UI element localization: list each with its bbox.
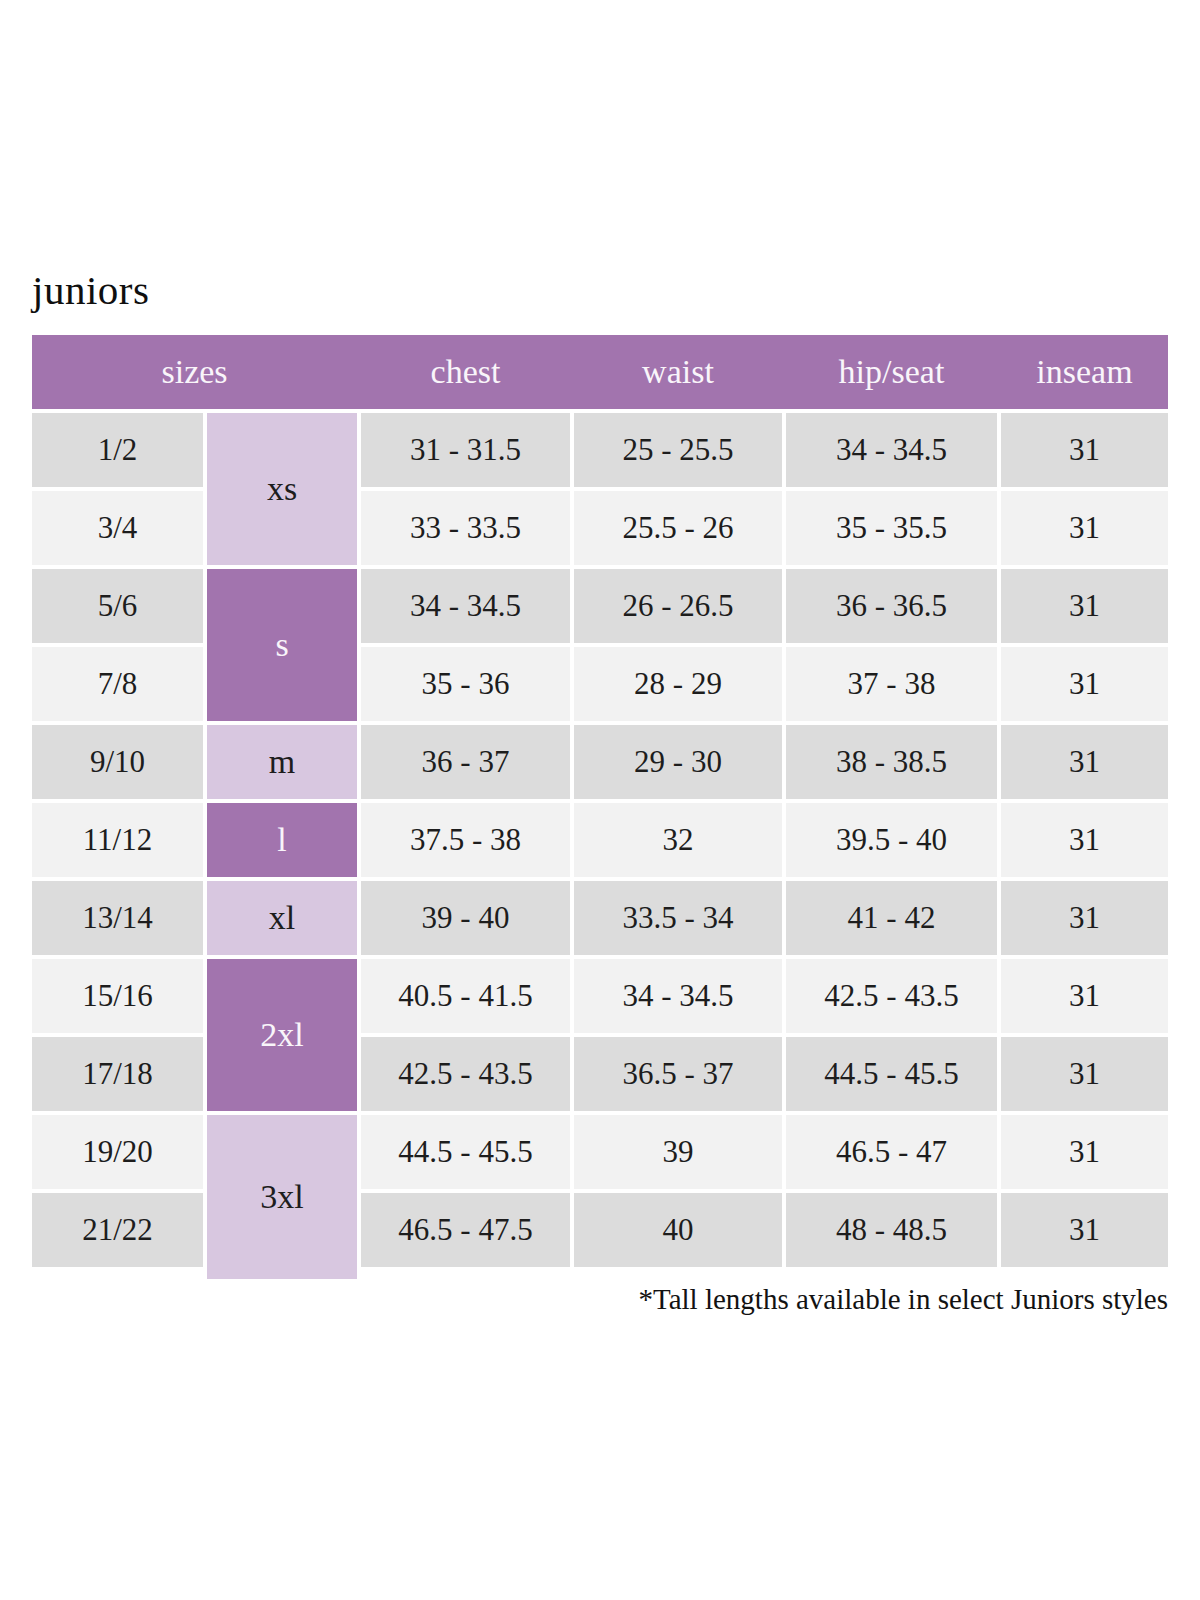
measurement-cell-waist: 29 - 30 (574, 725, 782, 799)
measurement-cell-chest: 42.5 - 43.5 (361, 1037, 570, 1111)
measurement-cell-inseam: 31 (1001, 725, 1168, 799)
measurement-cell-inseam: 31 (1001, 1115, 1168, 1189)
size-group-cell: s (207, 569, 357, 721)
measurement-cell-waist: 36.5 - 37 (574, 1037, 782, 1111)
column-header: sizes (32, 335, 357, 409)
measurement-cell-chest: 46.5 - 47.5 (361, 1193, 570, 1267)
table-header-row: sizeschestwaisthip/seatinseam (32, 335, 1168, 409)
measurement-cell-hip-seat: 34 - 34.5 (786, 413, 997, 487)
measurement-cell-hip-seat: 35 - 35.5 (786, 491, 997, 565)
measurement-cell-chest: 37.5 - 38 (361, 803, 570, 877)
measurement-cell-chest: 35 - 36 (361, 647, 570, 721)
measurement-cell-waist: 33.5 - 34 (574, 881, 782, 955)
measurement-cell-waist: 28 - 29 (574, 647, 782, 721)
tall-lengths-footnote: *Tall lengths available in select Junior… (638, 1283, 1168, 1316)
measurement-cell-inseam: 31 (1001, 647, 1168, 721)
measurement-cell-hip-seat: 36 - 36.5 (786, 569, 997, 643)
measurement-cell-hip-seat: 42.5 - 43.5 (786, 959, 997, 1033)
measurement-cell-hip-seat: 39.5 - 40 (786, 803, 997, 877)
measurement-cell-waist: 40 (574, 1193, 782, 1267)
column-header: waist (574, 335, 782, 409)
measurement-cell-chest: 39 - 40 (361, 881, 570, 955)
measurement-cell-inseam: 31 (1001, 491, 1168, 565)
column-header: chest (361, 335, 570, 409)
measurement-cell-waist: 34 - 34.5 (574, 959, 782, 1033)
size-cell: 19/20 (32, 1115, 203, 1189)
measurement-cell-hip-seat: 37 - 38 (786, 647, 997, 721)
measurement-cell-inseam: 31 (1001, 569, 1168, 643)
measurement-cell-inseam: 31 (1001, 1193, 1168, 1267)
measurement-cell-waist: 32 (574, 803, 782, 877)
size-cell: 1/2 (32, 413, 203, 487)
size-cell: 15/16 (32, 959, 203, 1033)
size-group-cell: xl (207, 881, 357, 955)
size-group-cell: xs (207, 413, 357, 565)
measurement-cell-inseam: 31 (1001, 959, 1168, 1033)
measurement-cell-waist: 25 - 25.5 (574, 413, 782, 487)
measurement-cell-inseam: 31 (1001, 803, 1168, 877)
measurement-cell-chest: 44.5 - 45.5 (361, 1115, 570, 1189)
measurement-cell-waist: 25.5 - 26 (574, 491, 782, 565)
size-group-cell: 2xl (207, 959, 357, 1111)
size-group-cell: m (207, 725, 357, 799)
size-cell: 17/18 (32, 1037, 203, 1111)
size-cell: 9/10 (32, 725, 203, 799)
measurement-cell-waist: 39 (574, 1115, 782, 1189)
measurement-cell-inseam: 31 (1001, 881, 1168, 955)
measurement-cell-chest: 40.5 - 41.5 (361, 959, 570, 1033)
size-cell: 7/8 (32, 647, 203, 721)
measurement-cell-chest: 31 - 31.5 (361, 413, 570, 487)
measurement-cell-hip-seat: 38 - 38.5 (786, 725, 997, 799)
page-title: juniors (32, 266, 149, 314)
size-cell: 3/4 (32, 491, 203, 565)
measurement-cell-hip-seat: 46.5 - 47 (786, 1115, 997, 1189)
measurement-cell-chest: 33 - 33.5 (361, 491, 570, 565)
measurement-cell-waist: 26 - 26.5 (574, 569, 782, 643)
size-group-cell: l (207, 803, 357, 877)
measurement-cell-hip-seat: 48 - 48.5 (786, 1193, 997, 1267)
size-cell: 13/14 (32, 881, 203, 955)
size-cell: 21/22 (32, 1193, 203, 1267)
size-cell: 11/12 (32, 803, 203, 877)
size-group-cell: 3xl (207, 1115, 357, 1279)
measurement-cell-chest: 36 - 37 (361, 725, 570, 799)
column-header: hip/seat (786, 335, 997, 409)
measurement-cell-inseam: 31 (1001, 413, 1168, 487)
juniors-size-chart-table: sizeschestwaisthip/seatinseam 1/2 31 - 31… (32, 335, 1168, 1279)
size-cell: 5/6 (32, 569, 203, 643)
measurement-cell-hip-seat: 41 - 42 (786, 881, 997, 955)
measurement-cell-chest: 34 - 34.5 (361, 569, 570, 643)
column-header: inseam (1001, 335, 1168, 409)
measurement-cell-inseam: 31 (1001, 1037, 1168, 1111)
measurement-cell-hip-seat: 44.5 - 45.5 (786, 1037, 997, 1111)
